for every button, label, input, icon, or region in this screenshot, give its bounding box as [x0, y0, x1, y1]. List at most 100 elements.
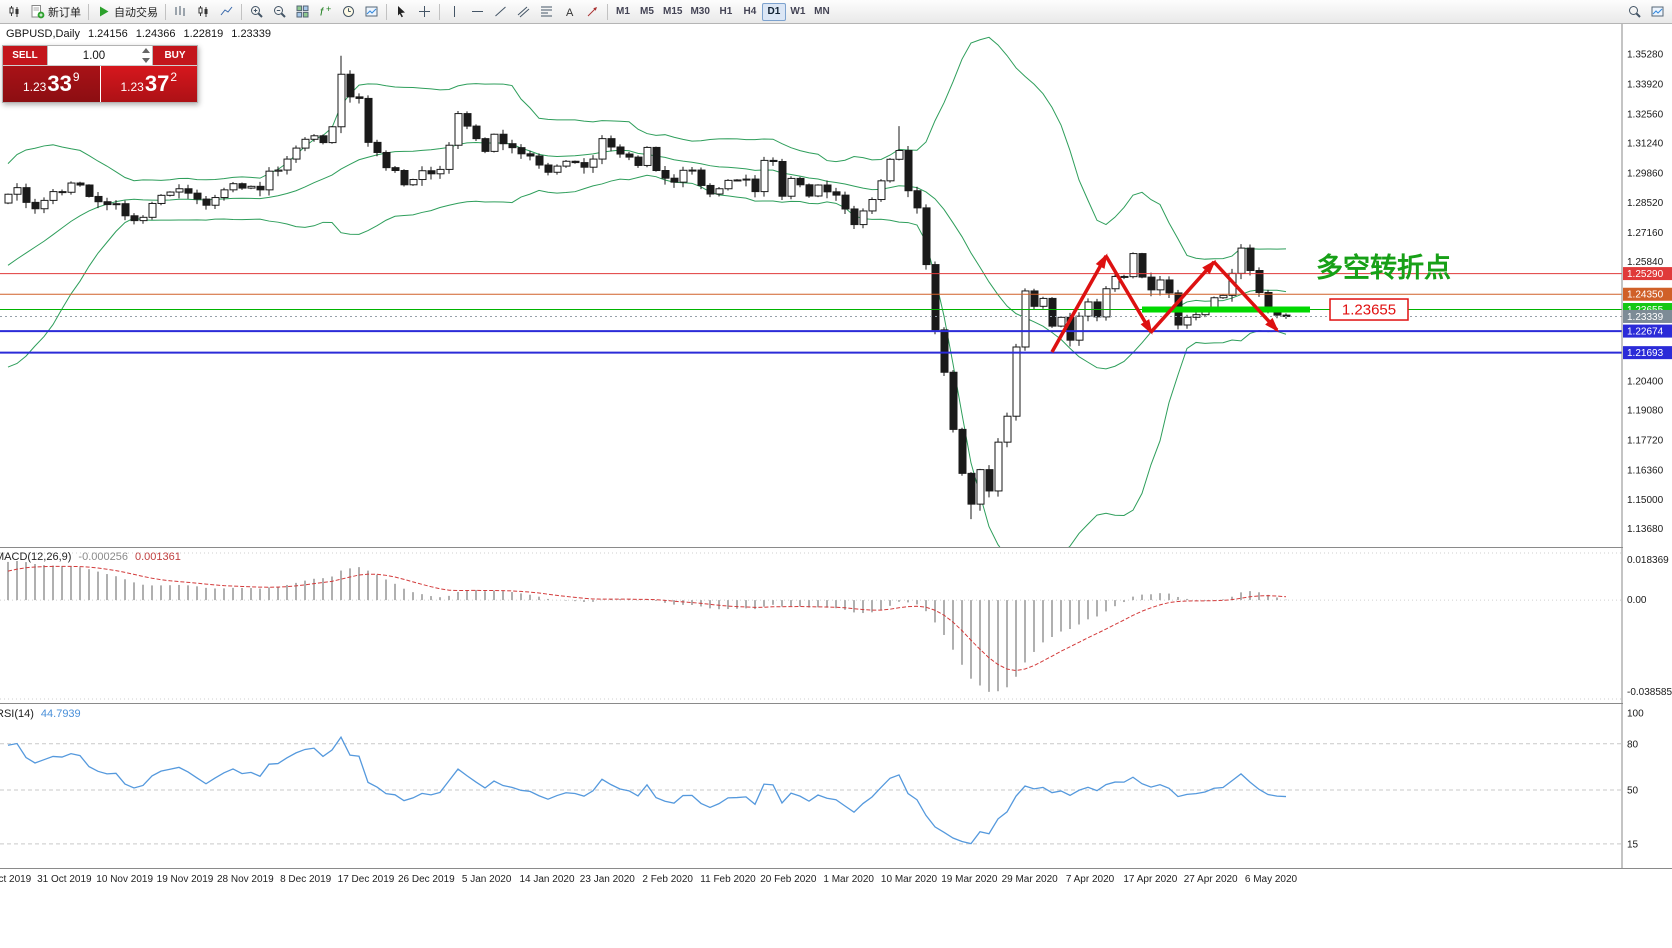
- price-annotation-box[interactable]: [1329, 298, 1409, 321]
- symbol-header: GBPUSD,Daily 1.24156 1.24366 1.22819 1.2…: [6, 28, 271, 40]
- bar-chart-icon: [173, 4, 188, 19]
- time-axis-label: 20 Feb 2020: [760, 874, 817, 885]
- price-axis-label: 1.31240: [1627, 138, 1664, 149]
- volume-value: 1.00: [82, 49, 106, 62]
- zoom-out-button[interactable]: [268, 2, 291, 22]
- fibonacci-retracement-icon: [539, 4, 554, 19]
- time-axis-label: 6 May 2020: [1245, 874, 1298, 885]
- candlestick-chart-button[interactable]: [192, 2, 215, 22]
- zoom-in-icon: [249, 4, 264, 19]
- price-tag-text: 1.23339: [1627, 312, 1664, 323]
- timeframe-h4-button[interactable]: H4: [738, 3, 762, 21]
- time-axis-label: 8 Dec 2019: [280, 874, 332, 885]
- price-axis-label: 1.16360: [1627, 465, 1664, 476]
- new-order-icon: [30, 4, 45, 19]
- tile-windows-icon: [295, 4, 310, 19]
- price-axis[interactable]: [1623, 24, 1672, 869]
- price-tag: [1623, 287, 1672, 301]
- timeframe-m15-button[interactable]: M15: [659, 3, 686, 21]
- timeframe-m30-button[interactable]: M30: [686, 3, 713, 21]
- templates-icon: [364, 4, 379, 19]
- timeframe-m1-button[interactable]: M1: [611, 3, 635, 21]
- templates-button[interactable]: [360, 2, 383, 22]
- macd-pane[interactable]: [0, 552, 1622, 700]
- price-tag-text: 1.25290: [1627, 269, 1664, 280]
- volume-down-icon[interactable]: [141, 58, 150, 63]
- toolbar-separator: [386, 3, 387, 20]
- buy-button[interactable]: 1.23 37 2: [99, 66, 197, 102]
- volume-stepper[interactable]: [140, 47, 151, 64]
- buy-price-main: 1.23: [120, 80, 144, 94]
- bollinger-upper-band: [7, 36, 1287, 260]
- price-annotation-text: 1.23655: [1342, 302, 1396, 319]
- vertical-line-button[interactable]: [443, 2, 466, 22]
- tile-windows-button[interactable]: [291, 2, 314, 22]
- sell-button[interactable]: 1.23 33 9: [3, 66, 100, 102]
- chart-window-icon: [7, 4, 22, 19]
- indicators-list-button[interactable]: f +: [314, 2, 337, 22]
- zigzag-arrows[interactable]: [1050, 253, 1280, 353]
- rsi-name: RSI(14): [0, 708, 34, 720]
- main-price-pane[interactable]: 多空转折点 1.23655: [0, 36, 1622, 559]
- search-button[interactable]: [1623, 2, 1646, 22]
- time-axis-label: 28 Nov 2019: [217, 874, 274, 885]
- support-highlight-segment[interactable]: [1142, 306, 1310, 313]
- time-axis-label: 17 Dec 2019: [338, 874, 395, 885]
- trend-arrow-head: [1140, 319, 1153, 335]
- sell-mini-button[interactable]: SELL: [3, 46, 47, 65]
- timeframe-m5-button[interactable]: M5: [635, 3, 659, 21]
- chart-shift-button[interactable]: [1646, 2, 1669, 22]
- horizontal-line-button[interactable]: [466, 2, 489, 22]
- bar-chart-button[interactable]: [169, 2, 192, 22]
- timeframe-w1-button[interactable]: W1: [786, 3, 810, 21]
- price-axis-label: 1.32560: [1627, 109, 1664, 120]
- timeframe-d1-button[interactable]: D1: [761, 2, 786, 21]
- auto-trading-icon: [96, 4, 111, 19]
- volume-up-icon[interactable]: [141, 48, 150, 53]
- fibonacci-retracement-button[interactable]: [535, 2, 558, 22]
- rsi-pane[interactable]: [0, 735, 1622, 845]
- new-order-button[interactable]: 新订单: [26, 2, 85, 22]
- auto-trading-button[interactable]: 自动交易: [92, 2, 162, 22]
- macd-signal-value: 0.001361: [134, 551, 181, 563]
- search-icon: [1627, 4, 1642, 19]
- chart-window-button[interactable]: [3, 2, 26, 22]
- line-chart-button[interactable]: [215, 2, 238, 22]
- price-tag: [1623, 346, 1672, 360]
- candlestick-chart-icon: [196, 4, 211, 19]
- vertical-line-icon: [447, 4, 462, 19]
- time-axis-label: 5 Jan 2020: [462, 874, 512, 885]
- ohlc-close: 1.23339: [231, 28, 272, 40]
- volume-input[interactable]: 1.00: [47, 46, 153, 65]
- arrow-tool-button[interactable]: [581, 2, 604, 22]
- rsi-axis-label: 80: [1627, 739, 1639, 750]
- timeframe-h1-button[interactable]: H1: [714, 3, 738, 21]
- buy-mini-button[interactable]: BUY: [153, 46, 197, 65]
- horizontal-line-icon: [470, 4, 485, 19]
- equidistant-channel-icon: [516, 4, 531, 19]
- text-label-button[interactable]: A: [558, 2, 581, 22]
- time-axis[interactable]: [0, 869, 1672, 948]
- turning-point-annotation[interactable]: 多空转折点: [1316, 252, 1451, 283]
- equidistant-channel-button[interactable]: [512, 2, 535, 22]
- auto-trading-label: 自动交易: [114, 6, 158, 19]
- time-axis-label: 2 Feb 2020: [642, 874, 693, 885]
- price-axis-label: 1.17720: [1627, 435, 1664, 446]
- crosshair-icon: [417, 4, 432, 19]
- cursor-button[interactable]: [390, 2, 413, 22]
- price-tag-text: 1.22674: [1627, 327, 1664, 338]
- time-axis-label: 7 Apr 2020: [1066, 874, 1115, 885]
- periods-button[interactable]: [337, 2, 360, 22]
- zoom-in-button[interactable]: [245, 2, 268, 22]
- price-tag-text: 1.24350: [1627, 290, 1664, 301]
- crosshair-button[interactable]: [413, 2, 436, 22]
- trendline-button[interactable]: [489, 2, 512, 22]
- rsi-axis-label: 50: [1627, 786, 1639, 797]
- time-axis-label: 11 Feb 2020: [700, 874, 756, 885]
- price-axis-label: 1.19080: [1627, 406, 1664, 417]
- timeframe-mn-button[interactable]: MN: [810, 3, 834, 21]
- bollinger-middle-band: [7, 141, 1287, 370]
- price-axis-label: 1.29860: [1627, 169, 1664, 180]
- trend-arrow-line: [1104, 255, 1153, 333]
